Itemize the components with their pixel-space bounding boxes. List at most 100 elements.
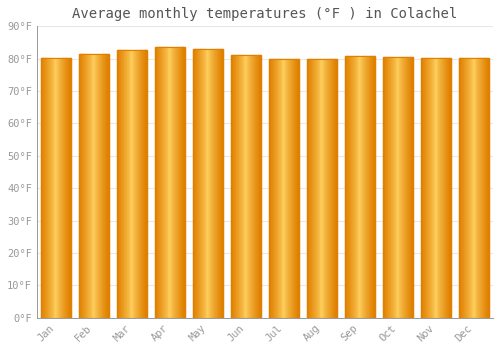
Bar	[310, 59, 311, 318]
Bar	[270, 59, 272, 318]
Bar	[284, 59, 285, 318]
Bar	[256, 55, 257, 318]
Bar	[180, 47, 181, 318]
Bar	[196, 49, 197, 318]
Bar	[163, 47, 164, 318]
Bar	[167, 47, 168, 318]
Bar	[64, 58, 65, 318]
Bar	[357, 56, 358, 318]
Bar	[345, 56, 375, 318]
Bar	[178, 47, 179, 318]
Bar	[86, 55, 87, 318]
Bar	[201, 49, 202, 318]
Bar	[98, 55, 99, 318]
Bar	[94, 55, 96, 318]
Bar	[68, 58, 69, 318]
Bar	[280, 59, 281, 318]
Bar	[202, 49, 203, 318]
Bar	[432, 58, 433, 318]
Bar	[421, 58, 422, 318]
Bar	[409, 57, 410, 318]
Bar	[125, 50, 126, 318]
Bar	[283, 59, 284, 318]
Bar	[105, 55, 106, 318]
Bar	[478, 58, 480, 318]
Bar	[44, 58, 46, 318]
Bar	[211, 49, 212, 318]
Bar	[117, 50, 118, 318]
Bar	[365, 56, 366, 318]
Bar	[294, 59, 295, 318]
Bar	[325, 59, 326, 318]
Bar	[426, 58, 427, 318]
Bar	[448, 58, 450, 318]
Bar	[239, 55, 240, 318]
Bar	[54, 58, 55, 318]
Bar	[469, 58, 470, 318]
Bar	[431, 58, 432, 318]
Bar	[308, 59, 310, 318]
Bar	[462, 58, 463, 318]
Bar	[316, 59, 317, 318]
Bar	[44, 58, 45, 318]
Bar	[117, 50, 146, 318]
Bar	[311, 59, 312, 318]
Bar	[387, 57, 388, 318]
Bar	[107, 55, 108, 318]
Bar	[350, 56, 351, 318]
Bar	[275, 59, 276, 318]
Bar	[345, 56, 346, 318]
Bar	[144, 50, 146, 318]
Bar	[82, 55, 83, 318]
Bar	[118, 50, 120, 318]
Bar	[282, 59, 284, 318]
Bar	[463, 58, 464, 318]
Bar	[240, 55, 242, 318]
Bar	[327, 59, 328, 318]
Bar	[47, 58, 48, 318]
Bar	[410, 57, 412, 318]
Bar	[254, 55, 255, 318]
Bar	[220, 49, 222, 318]
Bar	[202, 49, 203, 318]
Bar	[298, 59, 299, 318]
Bar	[279, 59, 280, 318]
Bar	[79, 55, 80, 318]
Bar	[295, 59, 296, 318]
Bar	[216, 49, 217, 318]
Bar	[160, 47, 161, 318]
Bar	[67, 58, 68, 318]
Bar	[352, 56, 354, 318]
Bar	[140, 50, 141, 318]
Bar	[402, 57, 404, 318]
Bar	[66, 58, 67, 318]
Bar	[260, 55, 261, 318]
Bar	[407, 57, 408, 318]
Bar	[208, 49, 210, 318]
Bar	[156, 47, 158, 318]
Bar	[477, 58, 478, 318]
Bar	[135, 50, 136, 318]
Bar	[120, 50, 121, 318]
Bar	[403, 57, 404, 318]
Bar	[362, 56, 363, 318]
Bar	[441, 58, 442, 318]
Bar	[170, 47, 172, 318]
Bar	[69, 58, 70, 318]
Bar	[164, 47, 165, 318]
Bar	[406, 57, 407, 318]
Bar	[126, 50, 128, 318]
Bar	[475, 58, 476, 318]
Bar	[351, 56, 352, 318]
Bar	[296, 59, 298, 318]
Bar	[371, 56, 372, 318]
Bar	[274, 59, 275, 318]
Bar	[404, 57, 406, 318]
Bar	[234, 55, 235, 318]
Bar	[212, 49, 213, 318]
Bar	[120, 50, 122, 318]
Bar	[459, 58, 489, 318]
Bar	[444, 58, 445, 318]
Bar	[122, 50, 123, 318]
Bar	[292, 59, 293, 318]
